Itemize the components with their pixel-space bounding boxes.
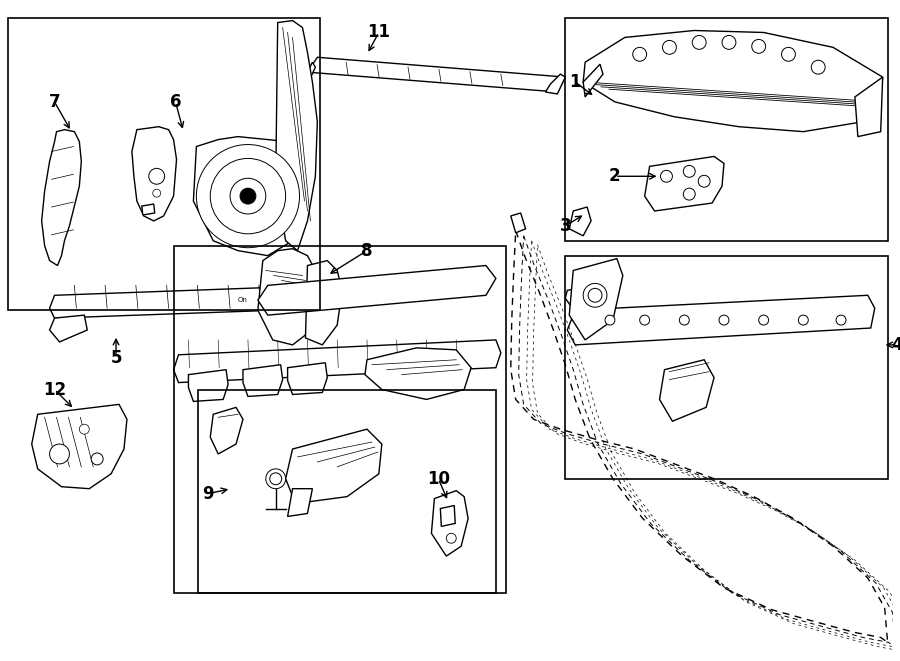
Circle shape bbox=[719, 315, 729, 325]
Polygon shape bbox=[305, 260, 342, 345]
Polygon shape bbox=[288, 488, 312, 516]
Circle shape bbox=[811, 60, 825, 74]
Bar bbox=[565, 18, 887, 241]
Text: On: On bbox=[238, 297, 248, 303]
Polygon shape bbox=[660, 360, 714, 421]
Text: 2: 2 bbox=[609, 167, 621, 185]
Circle shape bbox=[836, 315, 846, 325]
Text: 6: 6 bbox=[170, 93, 181, 111]
Polygon shape bbox=[545, 74, 565, 94]
Circle shape bbox=[661, 171, 672, 182]
Polygon shape bbox=[132, 127, 176, 221]
Text: 5: 5 bbox=[111, 349, 122, 367]
Circle shape bbox=[662, 40, 677, 54]
Circle shape bbox=[153, 189, 161, 197]
Polygon shape bbox=[258, 266, 496, 315]
Circle shape bbox=[683, 188, 695, 200]
Polygon shape bbox=[583, 30, 883, 132]
Text: 10: 10 bbox=[427, 470, 450, 488]
Polygon shape bbox=[855, 77, 883, 137]
Text: 11: 11 bbox=[367, 24, 391, 42]
Text: 4: 4 bbox=[892, 336, 900, 354]
Text: 9: 9 bbox=[202, 485, 214, 502]
Polygon shape bbox=[565, 286, 600, 312]
Circle shape bbox=[196, 145, 300, 248]
Text: 7: 7 bbox=[49, 93, 60, 111]
Polygon shape bbox=[307, 62, 315, 80]
Polygon shape bbox=[308, 58, 565, 92]
Circle shape bbox=[266, 469, 285, 488]
Circle shape bbox=[446, 533, 456, 543]
Circle shape bbox=[583, 284, 607, 307]
Polygon shape bbox=[41, 130, 81, 266]
Polygon shape bbox=[570, 258, 623, 340]
Polygon shape bbox=[583, 64, 603, 97]
Polygon shape bbox=[570, 207, 591, 236]
Text: 3: 3 bbox=[560, 217, 572, 235]
Bar bbox=[198, 389, 496, 593]
Circle shape bbox=[798, 315, 808, 325]
Circle shape bbox=[230, 178, 266, 214]
Polygon shape bbox=[644, 157, 724, 211]
Circle shape bbox=[759, 315, 769, 325]
Polygon shape bbox=[50, 286, 338, 318]
Bar bbox=[565, 256, 887, 479]
Circle shape bbox=[148, 169, 165, 184]
Bar bbox=[174, 246, 506, 593]
Text: 12: 12 bbox=[43, 381, 66, 399]
Circle shape bbox=[91, 453, 104, 465]
Bar bbox=[8, 18, 320, 310]
Circle shape bbox=[588, 288, 602, 302]
Circle shape bbox=[680, 315, 689, 325]
Polygon shape bbox=[511, 213, 526, 233]
Polygon shape bbox=[365, 348, 471, 399]
Text: 8: 8 bbox=[361, 242, 373, 260]
Circle shape bbox=[640, 315, 650, 325]
Circle shape bbox=[605, 315, 615, 325]
Circle shape bbox=[240, 188, 256, 204]
Polygon shape bbox=[50, 315, 87, 342]
Polygon shape bbox=[431, 490, 468, 556]
Circle shape bbox=[692, 36, 706, 50]
Text: 1: 1 bbox=[570, 73, 581, 91]
Circle shape bbox=[79, 424, 89, 434]
Polygon shape bbox=[288, 363, 328, 395]
Circle shape bbox=[270, 473, 282, 485]
Circle shape bbox=[211, 159, 285, 234]
Polygon shape bbox=[243, 365, 283, 397]
Polygon shape bbox=[440, 506, 455, 526]
Circle shape bbox=[633, 48, 646, 61]
Polygon shape bbox=[285, 429, 382, 504]
Polygon shape bbox=[567, 295, 875, 345]
Circle shape bbox=[683, 165, 695, 177]
Circle shape bbox=[722, 36, 736, 50]
Polygon shape bbox=[258, 249, 315, 345]
Polygon shape bbox=[188, 369, 228, 401]
Polygon shape bbox=[32, 405, 127, 488]
Circle shape bbox=[698, 175, 710, 187]
Circle shape bbox=[50, 444, 69, 464]
Polygon shape bbox=[174, 340, 500, 383]
Circle shape bbox=[752, 40, 766, 54]
Polygon shape bbox=[211, 407, 243, 454]
Polygon shape bbox=[275, 20, 318, 251]
Polygon shape bbox=[142, 204, 155, 215]
Circle shape bbox=[781, 48, 796, 61]
